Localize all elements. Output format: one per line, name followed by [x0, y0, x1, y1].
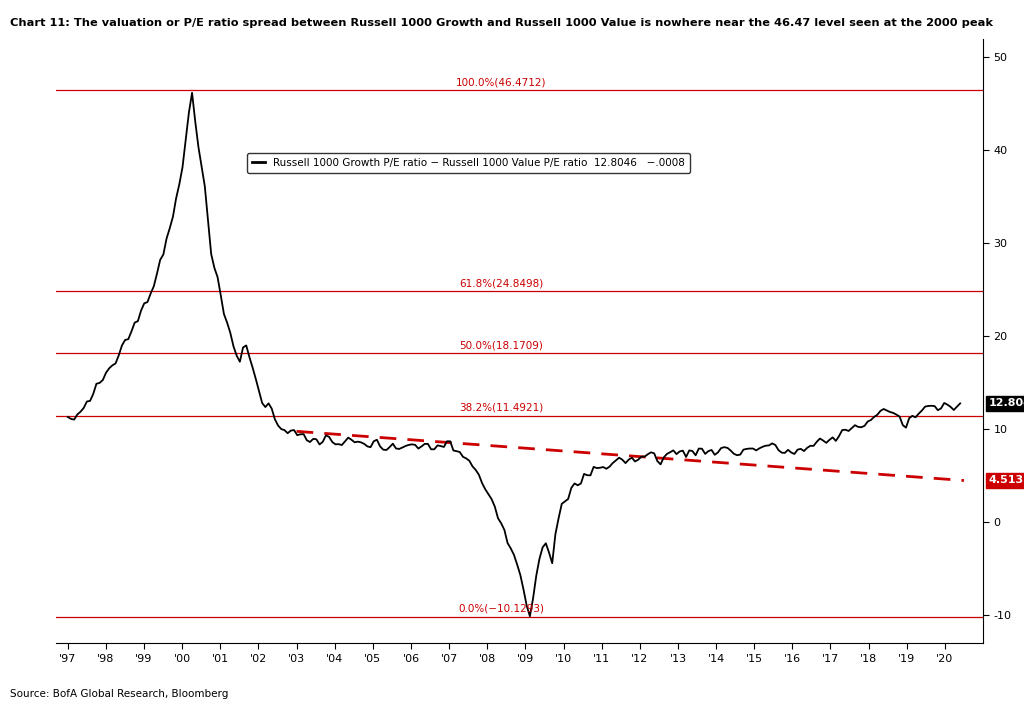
Text: 38.2%(11.4921): 38.2%(11.4921): [459, 403, 544, 413]
Text: 100.0%(46.4712): 100.0%(46.4712): [456, 78, 547, 88]
Legend: Russell 1000 Growth P/E ratio − Russell 1000 Value P/E ratio  12.8046   −.0008: Russell 1000 Growth P/E ratio − Russell …: [247, 153, 690, 173]
Text: Source: BofA Global Research, Bloomberg: Source: BofA Global Research, Bloomberg: [10, 689, 228, 699]
Text: 12.8046: 12.8046: [988, 398, 1024, 409]
Text: 4.5135: 4.5135: [988, 476, 1024, 486]
Text: 0.0%(−10.1293): 0.0%(−10.1293): [458, 604, 544, 614]
Text: 61.8%(24.8498): 61.8%(24.8498): [459, 279, 544, 288]
Text: 50.0%(18.1709): 50.0%(18.1709): [459, 341, 543, 351]
Text: Chart 11: The valuation or P/E ratio spread between Russell 1000 Growth and Russ: Chart 11: The valuation or P/E ratio spr…: [10, 18, 993, 28]
